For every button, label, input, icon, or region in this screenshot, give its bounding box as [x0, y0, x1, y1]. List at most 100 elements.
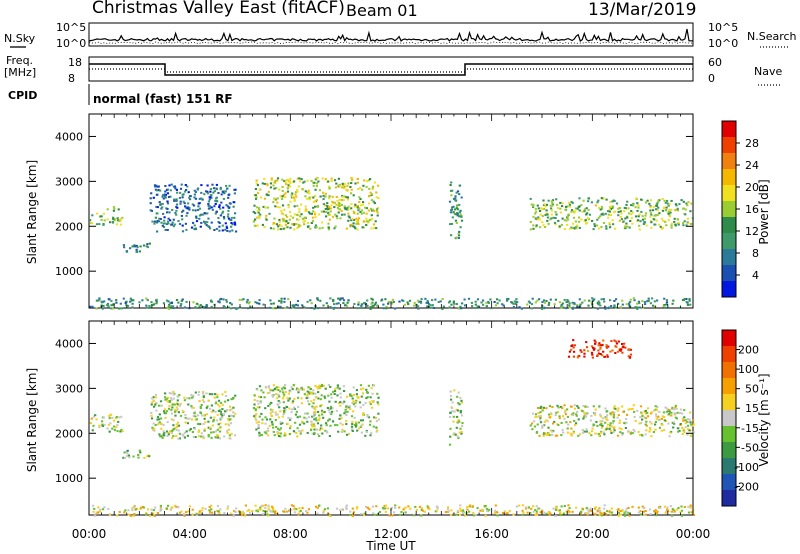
scatter-cell [106, 302, 110, 305]
scatter-cell [530, 303, 534, 306]
scatter-cell [401, 299, 404, 302]
scatter-cell [456, 510, 460, 512]
scatter-cell [164, 392, 167, 395]
scatter-cell [306, 390, 309, 393]
scatter-cell [452, 205, 455, 208]
scatter-cell [629, 408, 632, 410]
time-xlabel: Time UT [365, 539, 416, 553]
scatter-cell [546, 219, 549, 222]
scatter-cell [122, 456, 125, 459]
scatter-cell [350, 188, 353, 191]
scatter-cell [608, 208, 611, 211]
scatter-cell [682, 429, 685, 432]
scatter-cell [131, 306, 134, 309]
scatter-cell [201, 399, 204, 402]
scatter-cell [303, 422, 306, 425]
scatter-cell [353, 423, 356, 426]
y-tick-label: 1000 [55, 265, 83, 278]
scatter-cell [316, 387, 320, 390]
scatter-cell [366, 221, 370, 224]
scatter-cell [349, 394, 352, 397]
scatter-cell [493, 301, 496, 303]
colorbar-tick-label: 24 [745, 159, 759, 172]
scatter-cell [339, 217, 342, 220]
scatter-cell [494, 504, 497, 507]
scatter-cell [176, 399, 179, 402]
scatter-cell [351, 423, 354, 426]
scatter-cell [583, 220, 586, 223]
scatter-cell [676, 209, 679, 212]
scatter-cell [594, 513, 597, 516]
scatter-cell [210, 300, 213, 303]
scatter-cell [611, 200, 614, 203]
scatter-cell [455, 513, 458, 516]
scatter-cell [502, 304, 505, 307]
scatter-cell [394, 504, 397, 507]
scatter-cell [645, 212, 648, 215]
scatter-cell [287, 509, 290, 512]
scatter-cell [460, 509, 463, 512]
scatter-cell [267, 504, 270, 507]
scatter-cell [680, 505, 683, 508]
scatter-cell [615, 345, 618, 348]
scatter-cell [571, 510, 574, 513]
scatter-cell [331, 410, 334, 413]
scatter-cell [576, 207, 579, 210]
freq-tick-bottom: 8 [68, 72, 75, 85]
scatter-cell [590, 434, 593, 437]
scatter-cell [512, 306, 515, 308]
scatter-cell [647, 407, 650, 410]
scatter-cell [226, 205, 229, 208]
scatter-cell [112, 307, 115, 310]
scatter-cell [617, 207, 620, 210]
scatter-cell [658, 223, 661, 226]
scatter-cell [171, 221, 174, 224]
scatter-cell [485, 305, 488, 308]
scatter-cell [280, 209, 283, 212]
scatter-cell [354, 400, 357, 403]
scatter-cell [344, 304, 347, 307]
scatter-cell [539, 418, 542, 421]
scatter-cell [357, 303, 360, 306]
scatter-cell [175, 199, 178, 202]
scatter-cell [169, 430, 172, 433]
scatter-cell [97, 506, 100, 509]
scatter-cell [286, 187, 289, 190]
scatter-cell [365, 431, 368, 433]
scatter-cell [585, 207, 588, 210]
scatter-cell [349, 513, 352, 516]
scatter-cell [668, 408, 671, 411]
scatter-cell [199, 304, 202, 307]
scatter-cell [124, 302, 127, 304]
scatter-cell [207, 225, 210, 228]
colorbar-swatch [722, 346, 736, 363]
scatter-cell [252, 407, 255, 409]
scatter-cell [200, 404, 203, 406]
scatter-cell [218, 229, 221, 232]
scatter-cell [214, 402, 217, 405]
scatter-cell [349, 510, 352, 513]
scatter-cell [444, 511, 447, 513]
scatter-cell [161, 224, 164, 227]
scatter-cell [669, 505, 672, 508]
scatter-cell [321, 432, 324, 435]
scatter-cell [660, 417, 663, 420]
scatter-cell [156, 221, 159, 224]
scatter-cell [202, 391, 205, 393]
scatter-cell [103, 219, 106, 222]
scatter-cell [565, 301, 568, 304]
scatter-cell [621, 432, 624, 435]
scatter-cell [566, 215, 569, 218]
scatter-cell [255, 206, 259, 209]
scatter-cell [347, 433, 350, 436]
scatter-cell [285, 406, 289, 408]
scatter-cell [331, 215, 335, 218]
scatter-cell [597, 199, 600, 202]
scatter-cell [335, 182, 338, 185]
scatter-cell [573, 302, 576, 305]
scatter-cell [209, 510, 212, 513]
scatter-cell [346, 301, 349, 304]
scatter-cell [670, 224, 673, 227]
scatter-cell [227, 213, 230, 216]
scatter-cell [598, 227, 601, 230]
